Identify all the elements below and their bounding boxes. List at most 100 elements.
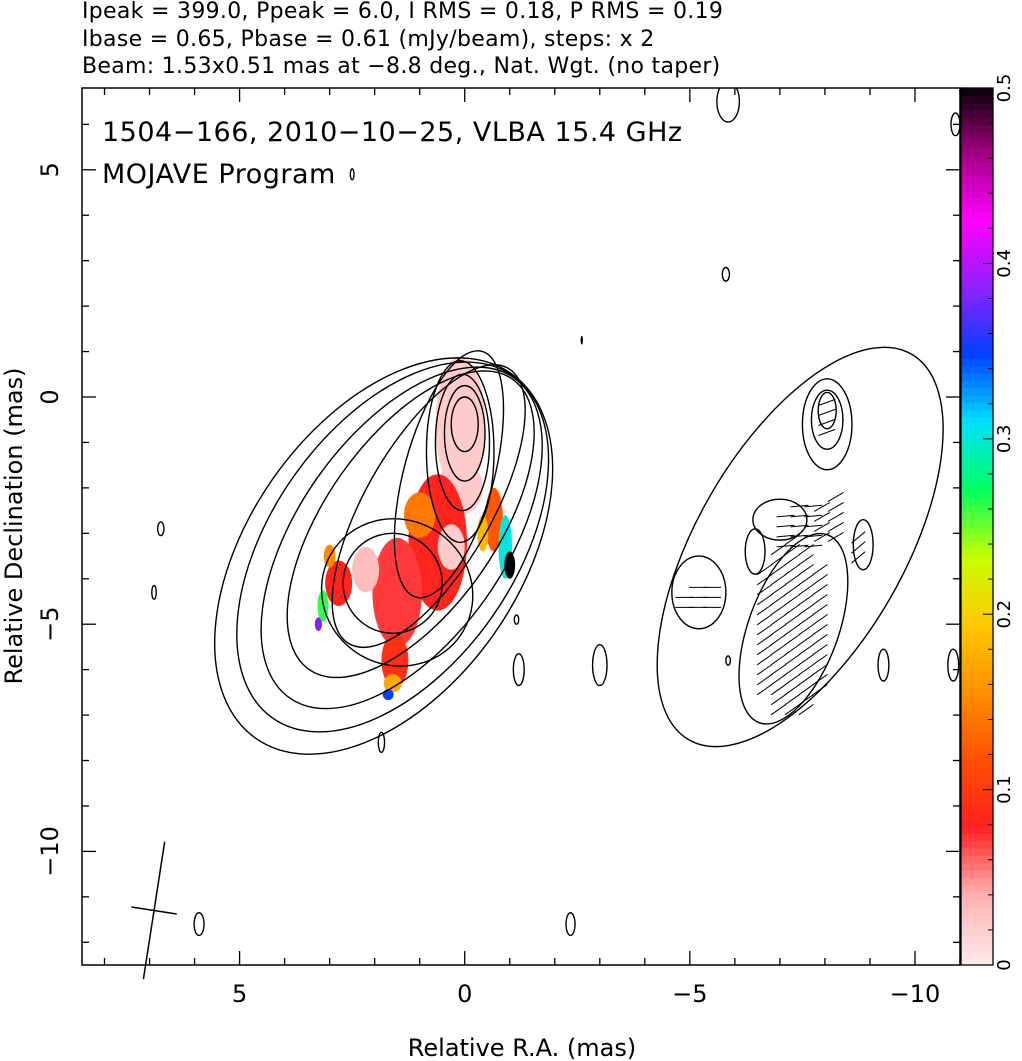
evpa-tick (784, 564, 800, 576)
evpa-tick (798, 654, 814, 666)
colorbar-cell (961, 716, 993, 725)
colorbar-cell (961, 292, 993, 301)
colorbar-cell (961, 891, 993, 900)
evpa-tick (756, 624, 773, 636)
evpa-tick (790, 544, 809, 548)
colorbar-cell (961, 270, 993, 279)
colorbar-cell (961, 299, 993, 308)
contour-blob-left (591, 643, 608, 687)
pol-region (325, 560, 353, 607)
evpa-tick (784, 684, 800, 696)
contour-left (443, 384, 486, 482)
contour-blob-left (513, 614, 520, 625)
evpa-ticks-layer (675, 398, 866, 716)
evpa-tick (827, 522, 844, 532)
colorbar-cell (961, 614, 993, 623)
evpa-tick (776, 534, 795, 538)
colorbar-cell (961, 88, 993, 96)
colorbar-cell (961, 921, 993, 930)
evpa-tick (756, 684, 773, 696)
colorbar-cell (961, 599, 993, 608)
pol-region (381, 633, 409, 688)
colorbar-cell (961, 943, 993, 951)
evpa-tick (770, 584, 787, 596)
evpa-tick (812, 564, 828, 576)
contour-left (286, 370, 535, 679)
evpa-tick (798, 614, 814, 626)
evpa-tick (776, 524, 795, 528)
pol-region (372, 537, 422, 647)
contour-right (810, 389, 844, 450)
colorbar-cell (961, 497, 993, 506)
y-axis-title: Relative Declination (mas) (0, 367, 28, 684)
evpa-tick (756, 664, 773, 676)
colorbar-cell (961, 307, 993, 316)
colorbar-cell (961, 504, 993, 513)
evpa-tick (756, 584, 773, 596)
x-tick-label: 5 (232, 980, 247, 1008)
evpa-tick (784, 674, 800, 686)
evpa-tick (798, 644, 814, 656)
colorbar-cell (961, 256, 993, 264)
contour-blob-left (512, 653, 525, 687)
evpa-tick (818, 398, 836, 406)
evpa-tick (784, 634, 800, 646)
colorbar-cell (961, 694, 993, 703)
evpa-tick (812, 594, 828, 606)
evpa-tick (827, 532, 844, 542)
evpa-tick (770, 704, 787, 716)
evpa-tick (798, 584, 814, 596)
colorbar-cell (961, 380, 993, 389)
evpa-tick (784, 574, 800, 586)
evpa-tick (784, 594, 800, 606)
evpa-tick (770, 594, 787, 606)
contour-blob-left (721, 266, 731, 282)
contour-blob-left (565, 912, 576, 937)
evpa-tick (770, 664, 787, 676)
contour-right (817, 391, 837, 430)
evpa-tick (756, 604, 773, 616)
colorbar-cell (961, 109, 993, 118)
contour-blob-left (193, 912, 205, 937)
colorbar-cell (961, 855, 993, 864)
colorbar-cell (961, 584, 993, 593)
evpa-tick (770, 604, 787, 616)
pol-region (314, 617, 322, 632)
pol-region (484, 487, 503, 552)
colorbar-cell (961, 709, 993, 718)
evpa-tick (798, 564, 814, 576)
colorbar-cell (961, 511, 993, 520)
evpa-tick (827, 492, 844, 502)
colorbar-cell (961, 321, 993, 330)
colorbar-cell (961, 131, 993, 140)
evpa-tick (770, 694, 787, 706)
evpa-tick (812, 684, 828, 696)
colorbar-cell (961, 241, 993, 250)
colorbar-cell (961, 789, 993, 798)
colorbar-cell (961, 672, 993, 681)
fractional-polarization-heatmap (314, 356, 516, 701)
colorbar-label: 0.3 (994, 424, 1015, 453)
evpa-tick (756, 594, 773, 606)
contour-blob-left (156, 521, 165, 537)
colorbar-cell (961, 387, 993, 396)
evpa-tick (851, 551, 866, 564)
pol-region (383, 674, 402, 693)
contour-left (213, 357, 554, 755)
evpa-tick (818, 428, 836, 436)
contour-blob-right (877, 648, 890, 682)
colorbar-cell (961, 811, 993, 820)
colorbar-cell (961, 687, 993, 696)
evpa-tick (790, 534, 809, 538)
colorbar-cell (961, 782, 993, 791)
evpa-tick (812, 604, 828, 616)
contour-blob-right (950, 112, 960, 137)
contour-left (425, 359, 495, 544)
evpa-tick (784, 704, 800, 716)
colorbar-cell (961, 869, 993, 878)
colorbar-cell (961, 358, 993, 367)
colorbar-cell (961, 533, 993, 542)
y-tick-label: 0 (36, 389, 64, 404)
colorbar-cell (961, 424, 993, 433)
header-base-line: Ibase = 0.65, Pbase = 0.61 (mJy/beam), s… (82, 27, 655, 52)
